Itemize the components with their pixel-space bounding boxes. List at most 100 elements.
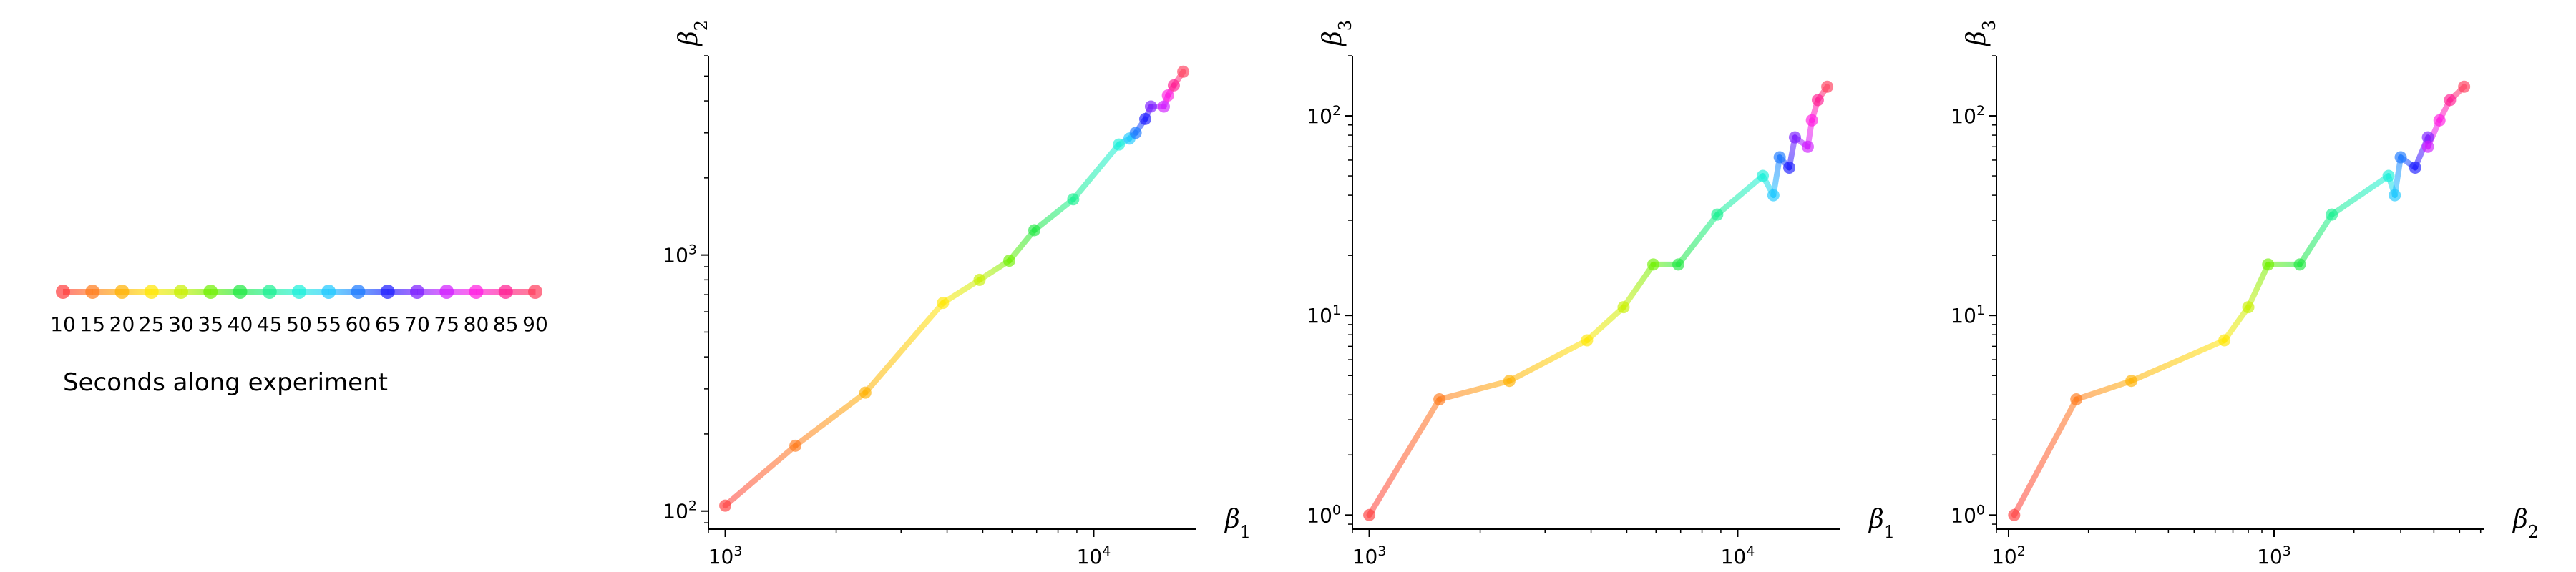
y-tick-label: 102 [1307, 103, 1341, 128]
legend-marker [262, 285, 277, 299]
data-point [2389, 189, 2401, 202]
data-point [2409, 162, 2421, 174]
y-tick-label: 100 [1951, 502, 1985, 527]
legend-tick-label: 20 [109, 312, 135, 336]
legend-marker [498, 285, 513, 299]
data-point [1581, 334, 1594, 347]
data-point [1113, 138, 1126, 151]
data-point [2262, 258, 2275, 271]
data-point [1711, 208, 1724, 221]
series-segment [1006, 227, 1038, 264]
series-segment [2128, 337, 2228, 384]
legend-tick-label: 35 [197, 312, 223, 336]
series-segment [2296, 212, 2335, 267]
legend-marker [114, 285, 130, 299]
data-point [1811, 94, 1824, 107]
series-segment [2221, 304, 2252, 344]
data-point [1617, 301, 1630, 314]
plot-panel-1: 103 104 102 103 β1 β2 [663, 20, 1251, 568]
data-point [2444, 94, 2457, 107]
data-point [973, 273, 986, 286]
series-segment [1070, 142, 1122, 202]
data-point [1157, 100, 1170, 113]
series-segment [2011, 396, 2079, 518]
legend-segment [122, 289, 152, 295]
series-segment [1506, 337, 1590, 384]
data-point [937, 297, 950, 310]
data-point [1161, 89, 1174, 102]
data-point [1805, 114, 1818, 127]
data-point [2008, 508, 2021, 521]
data-point [2421, 140, 2434, 153]
plot-panel-3: 102 103 100 101 102 β2 β3 [1951, 20, 2539, 568]
data-point [1138, 112, 1151, 125]
data-point [1363, 508, 1376, 521]
x-axis-label: β1 [1868, 505, 1895, 542]
legend-segment [269, 289, 300, 295]
y-tick-label: 101 [1951, 302, 1985, 327]
series-segment [940, 277, 982, 306]
legend-segment [63, 289, 93, 295]
data-point [1002, 255, 1015, 267]
plot-panel-2: 103 104 100 101 102 β1 β3 [1307, 20, 1895, 568]
legend-tick-label: 80 [464, 312, 489, 336]
y-axis-label: β3 [1962, 20, 1999, 47]
x-tick-label: 103 [1352, 543, 1387, 568]
series-segment [2073, 378, 2135, 403]
data-point [1067, 193, 1080, 206]
legend-marker [233, 285, 248, 299]
series-segment [2391, 154, 2404, 199]
series-segment [1366, 396, 1443, 518]
y-axis-label: β2 [674, 20, 711, 47]
data-point [2458, 80, 2471, 93]
legend-marker [174, 285, 188, 299]
legend-tick-label: 15 [79, 312, 105, 336]
legend-tick-label: 90 [522, 312, 548, 336]
y-tick-label: 102 [663, 498, 697, 523]
data-point [1433, 393, 1446, 405]
data-point [2394, 151, 2407, 164]
legend-tick-label: 40 [228, 312, 253, 336]
y-tick-label: 100 [1307, 502, 1341, 527]
data-point [1773, 151, 1786, 164]
legend-segment [387, 289, 418, 295]
legend-marker [380, 285, 395, 299]
legend-segment [240, 289, 270, 295]
data-point [1672, 258, 1684, 271]
x-tick-label: 104 [1077, 543, 1111, 568]
legend-segment [447, 289, 477, 295]
data-point [2382, 169, 2395, 182]
legend-marker [292, 285, 306, 299]
legend-marker [85, 285, 100, 299]
data-point [1821, 80, 1834, 93]
y-tick-label: 101 [1307, 302, 1341, 327]
series-segment [2245, 261, 2271, 310]
data-point [2433, 114, 2446, 127]
legend-segment [210, 289, 240, 295]
x-tick-label: 102 [1991, 543, 2026, 568]
data-point [2070, 393, 2083, 405]
data-point [719, 499, 732, 512]
series-segment [722, 443, 799, 509]
series-segment [1436, 378, 1513, 403]
series-segment [1770, 154, 1783, 199]
series-segment [1031, 196, 1076, 233]
data-point [2218, 334, 2231, 347]
legend-tick-label: 65 [375, 312, 401, 336]
legend-tick-label: 70 [404, 312, 430, 336]
legend-marker [203, 285, 218, 299]
series-segment [1714, 173, 1766, 218]
data-point [2125, 375, 2138, 388]
x-axis-label: β2 [2512, 505, 2539, 542]
y-tick-label: 103 [663, 242, 697, 267]
legend-tick-label: 60 [346, 312, 371, 336]
legend-tick-label: 75 [434, 312, 459, 336]
legend-tick-label: 10 [50, 312, 76, 336]
data-point [1788, 131, 1801, 144]
legend-tick-label: 85 [493, 312, 519, 336]
y-tick-label: 102 [1951, 103, 1985, 128]
legend-segment [328, 289, 358, 295]
legend-marker [439, 285, 454, 299]
